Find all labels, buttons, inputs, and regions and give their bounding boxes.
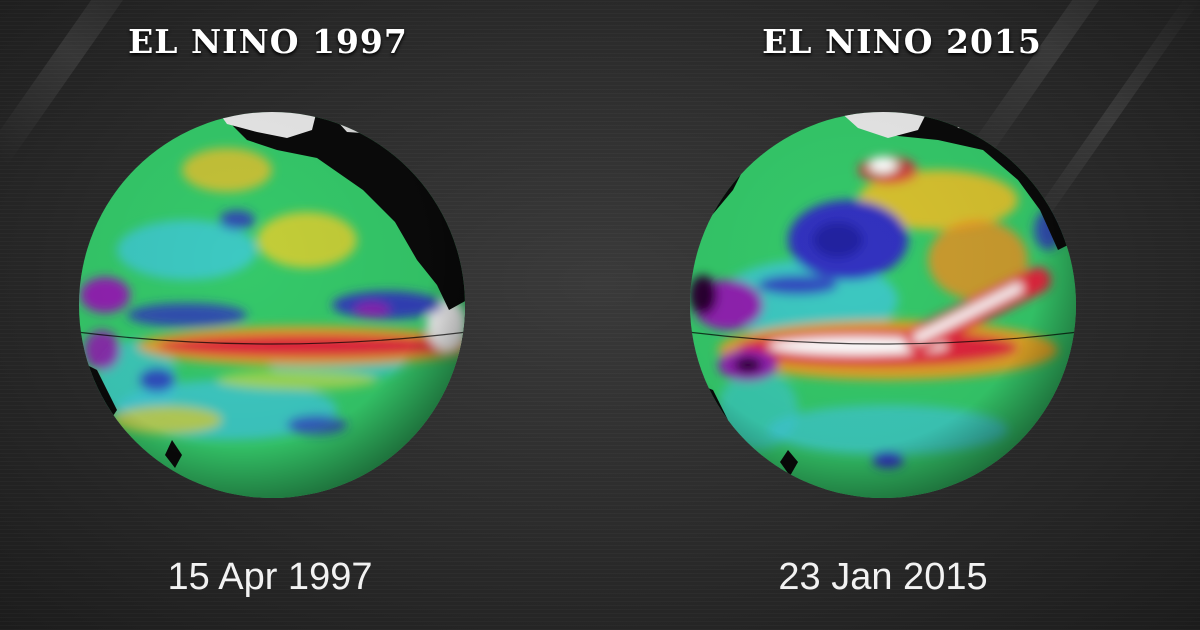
panel-title-1997: EL NINO 1997 [128,22,408,61]
panel-date-2015: 23 Jan 2015 [778,556,988,598]
globe-1997-sea-surface-map [77,110,467,500]
panel-title-2015: EL NINO 2015 [762,22,1042,61]
panel-date-1997: 15 Apr 1997 [167,556,373,598]
globe-2015-sea-surface-map [688,110,1078,500]
